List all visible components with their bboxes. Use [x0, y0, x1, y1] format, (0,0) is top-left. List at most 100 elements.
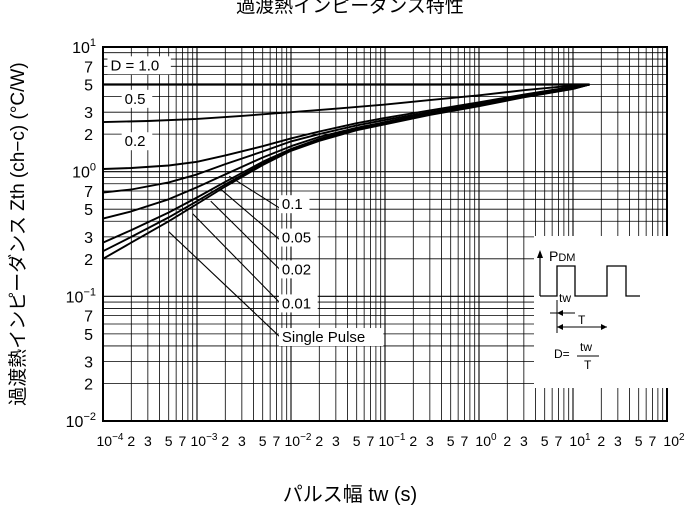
y-tick-label-base: 10: [66, 414, 84, 431]
x-tick-label-base: 10: [191, 433, 207, 449]
y-tick-label-exponent: 1: [90, 37, 96, 49]
y-tick-label-exponent: 0: [90, 162, 96, 174]
pdm-arrowhead: [537, 250, 543, 258]
x-tick-label-minor: 7: [273, 433, 281, 449]
x-tick-label-minor: 5: [165, 433, 173, 449]
x-tick-label: 10−3: [191, 432, 218, 449]
y-tick-label-minor: 7: [84, 184, 93, 201]
y-tick-label: 101: [72, 37, 96, 57]
x-tick-label-exponent: −4: [112, 432, 124, 443]
pulse-waveform: [540, 265, 640, 297]
duty-formula-prefix: D=: [554, 347, 570, 361]
duty-denominator: T: [584, 358, 592, 372]
series-leader-line: [168, 231, 288, 344]
plot-frame: [102, 46, 668, 422]
series-label-bg: [121, 89, 153, 108]
x-tick-label-base: 10: [285, 433, 301, 449]
x-tick-label-minor: 7: [555, 433, 563, 449]
pdm-sub: DM: [558, 252, 575, 264]
series-label: D = 1.0: [110, 57, 159, 74]
series-leader-line: [228, 175, 287, 214]
x-tick-label: 10−2: [285, 432, 312, 449]
x-tick-label: 101: [569, 432, 591, 449]
x-tick-label-base: 10: [379, 433, 395, 449]
y-tick-label-base: 10: [72, 40, 90, 57]
period-arrowhead-right: [601, 324, 607, 330]
x-tick-label-minor: 3: [238, 433, 246, 449]
pdm-label: PDM: [549, 248, 575, 264]
x-tick-label-minor: 5: [635, 433, 643, 449]
y-tick-label-base: 10: [66, 289, 84, 306]
series-group: D = 1.0 0.5 0.2 0.1 0.05 0.02 0.01 Single Pulse: [102, 56, 590, 347]
y-tick-label-minor: 3: [84, 105, 93, 122]
y-tick-label-minor: 3: [84, 355, 93, 372]
x-tick-label-minor: 3: [144, 433, 152, 449]
series-label-bg: [278, 294, 318, 313]
y-tick-label-minor: 3: [84, 230, 93, 247]
tw-label: tw: [559, 291, 571, 305]
y-tick-label-base: 10: [72, 165, 90, 182]
x-tick-label-minor: 7: [649, 433, 657, 449]
x-tick-label-minor: 3: [614, 433, 622, 449]
series-leader-line: [220, 189, 288, 247]
series-leader-line: [192, 213, 288, 311]
period-arrowhead-left: [557, 324, 563, 330]
x-tick-label-exponent: −3: [206, 432, 218, 443]
x-tick-label: 100: [475, 432, 497, 449]
x-tick-label-minor: 2: [409, 433, 417, 449]
x-tick-label-base: 10: [569, 433, 585, 449]
tw-arrowhead: [557, 310, 563, 316]
series-label: 0.2: [125, 133, 146, 150]
y-tick-label-exponent: −2: [83, 411, 96, 423]
x-tick-label-minor: 2: [503, 433, 511, 449]
x-tick-label-exponent: 1: [585, 432, 591, 443]
x-tick-label-minor: 2: [221, 433, 229, 449]
y-tick-label-minor: 7: [84, 59, 93, 76]
x-tick-label: 102: [663, 432, 685, 449]
pdm-main: P: [549, 248, 558, 264]
inset-background: [534, 236, 668, 388]
x-tick-label-minor: 3: [520, 433, 528, 449]
x-tick-label-base: 10: [97, 433, 113, 449]
y-tick-label-minor: 5: [84, 78, 93, 95]
y-tick-label-minor: 2: [84, 127, 93, 144]
y-tick-label-minor: 5: [84, 202, 93, 219]
y-tick-label-minor: 2: [84, 252, 93, 269]
series-label-bg: [278, 228, 318, 247]
x-tick-label-minor: 5: [447, 433, 455, 449]
series-label-bg: [278, 195, 310, 214]
duty-numerator: tw: [580, 340, 592, 354]
y-tick-label-exponent: −1: [83, 286, 96, 298]
x-tick-label-exponent: −1: [394, 432, 406, 443]
chart-title: 過渡熱インピーダンス特性: [236, 0, 464, 17]
x-tick-label-minor: 3: [426, 433, 434, 449]
x-tick-label-minor: 7: [179, 433, 187, 449]
period-label: T: [578, 313, 586, 327]
x-tick-label-minor: 3: [332, 433, 340, 449]
x-tick-label-minor: 2: [127, 433, 135, 449]
series-label-bg: [278, 260, 318, 279]
y-tick-label-minor: 7: [84, 309, 93, 326]
x-tick-label-minor: 2: [315, 433, 323, 449]
series-line: [102, 83, 590, 260]
series-line: [102, 83, 590, 124]
x-tick-label-minor: 7: [367, 433, 375, 449]
x-tick-label-minor: 5: [541, 433, 549, 449]
x-tick-label: 10−4: [97, 432, 124, 449]
series-leader-line: [210, 200, 288, 277]
series-label: 0.5: [125, 91, 146, 108]
x-tick-label-base: 10: [663, 433, 679, 449]
x-tick-label-minor: 7: [461, 433, 469, 449]
y-tick-label: 10−1: [66, 286, 96, 306]
x-tick-label: 10−1: [379, 432, 406, 449]
series-label: 0.02: [282, 261, 311, 278]
series-label: Single Pulse: [282, 329, 365, 346]
x-tick-label-minor: 2: [597, 433, 605, 449]
pulse-diagram-inset: PDM tw T D= tw T: [534, 236, 668, 388]
x-tick-label-minor: 5: [353, 433, 361, 449]
series-label-bg: [278, 328, 384, 347]
x-tick-label-base: 10: [475, 433, 491, 449]
x-tick-label-exponent: 0: [491, 432, 497, 443]
x-axis-label: パルス幅 tw (s): [282, 484, 418, 506]
series-label: 0.01: [282, 295, 311, 312]
